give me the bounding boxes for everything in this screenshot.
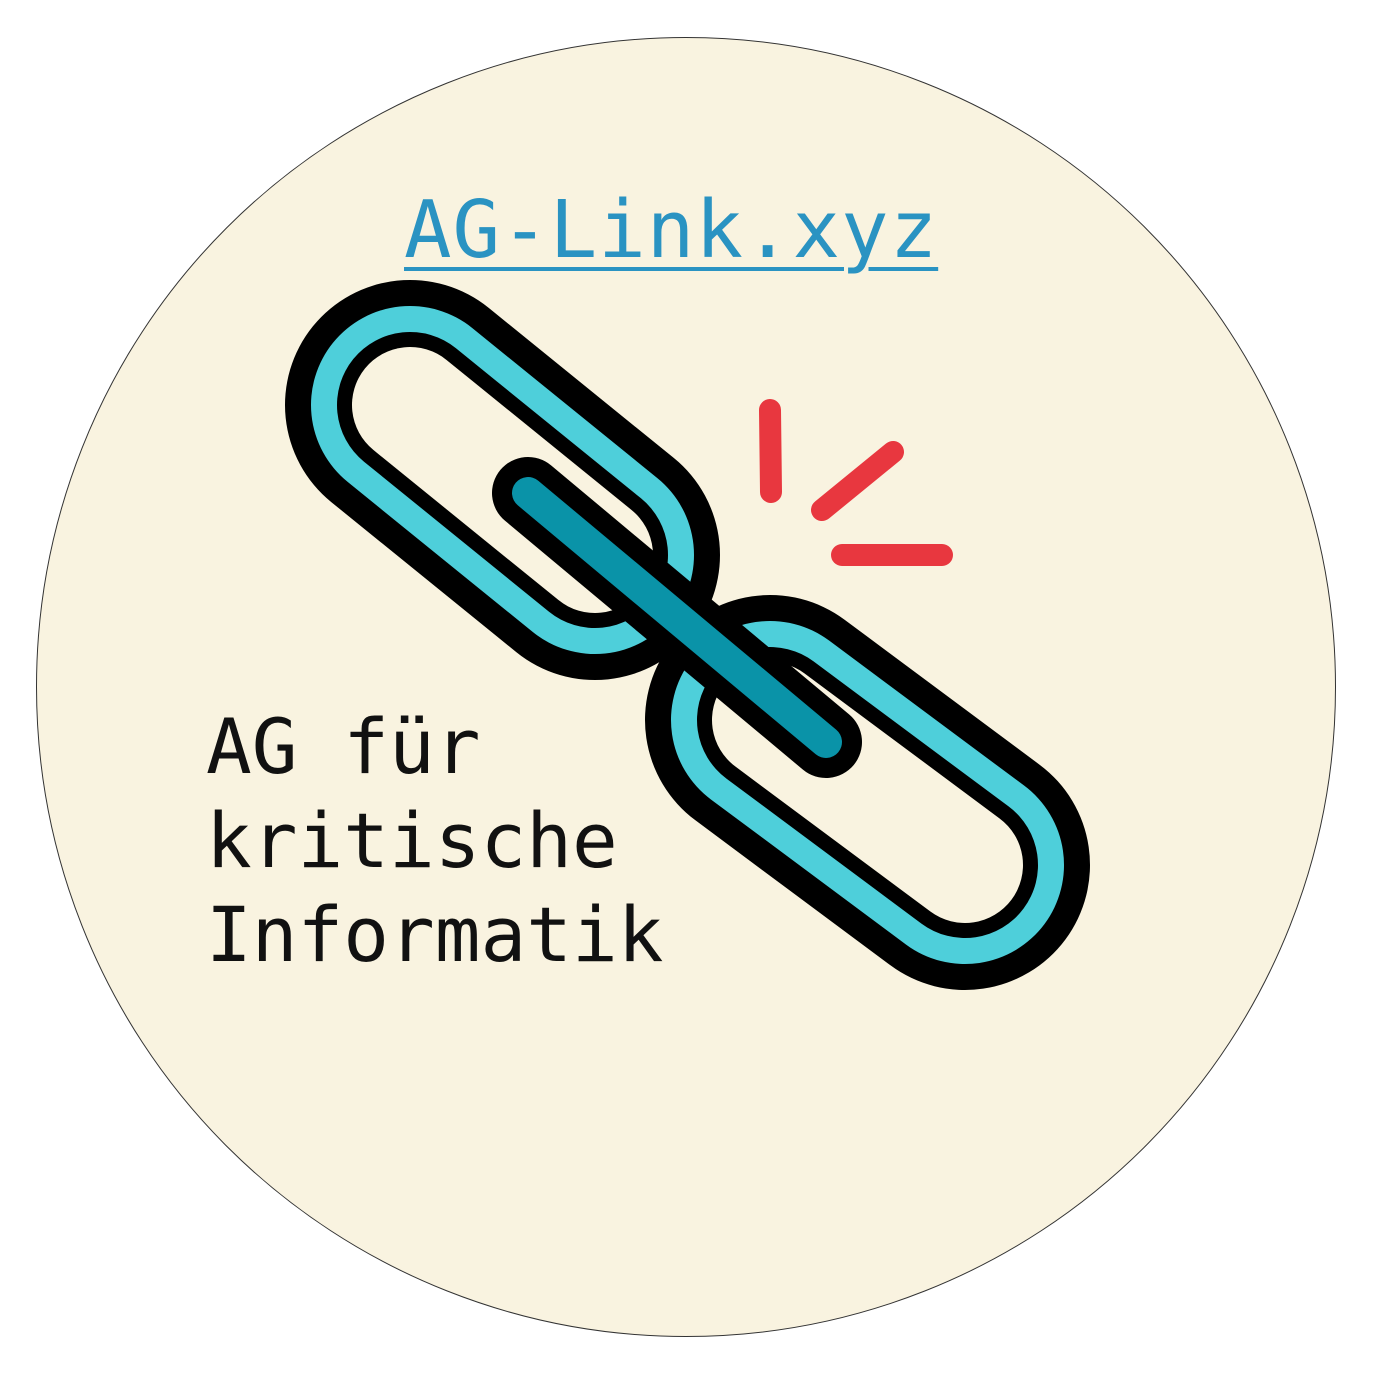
organization-name-line-3: Informatik	[206, 890, 664, 979]
organization-name-line-1: AG für	[206, 702, 481, 791]
organization-name: AG für kritische Informatik	[206, 700, 664, 982]
break-spark-icon	[759, 399, 953, 566]
site-link[interactable]: AG-Link.xyz	[404, 184, 939, 276]
chain-connector	[492, 457, 862, 778]
organization-name-line-2: kritische	[206, 796, 618, 885]
